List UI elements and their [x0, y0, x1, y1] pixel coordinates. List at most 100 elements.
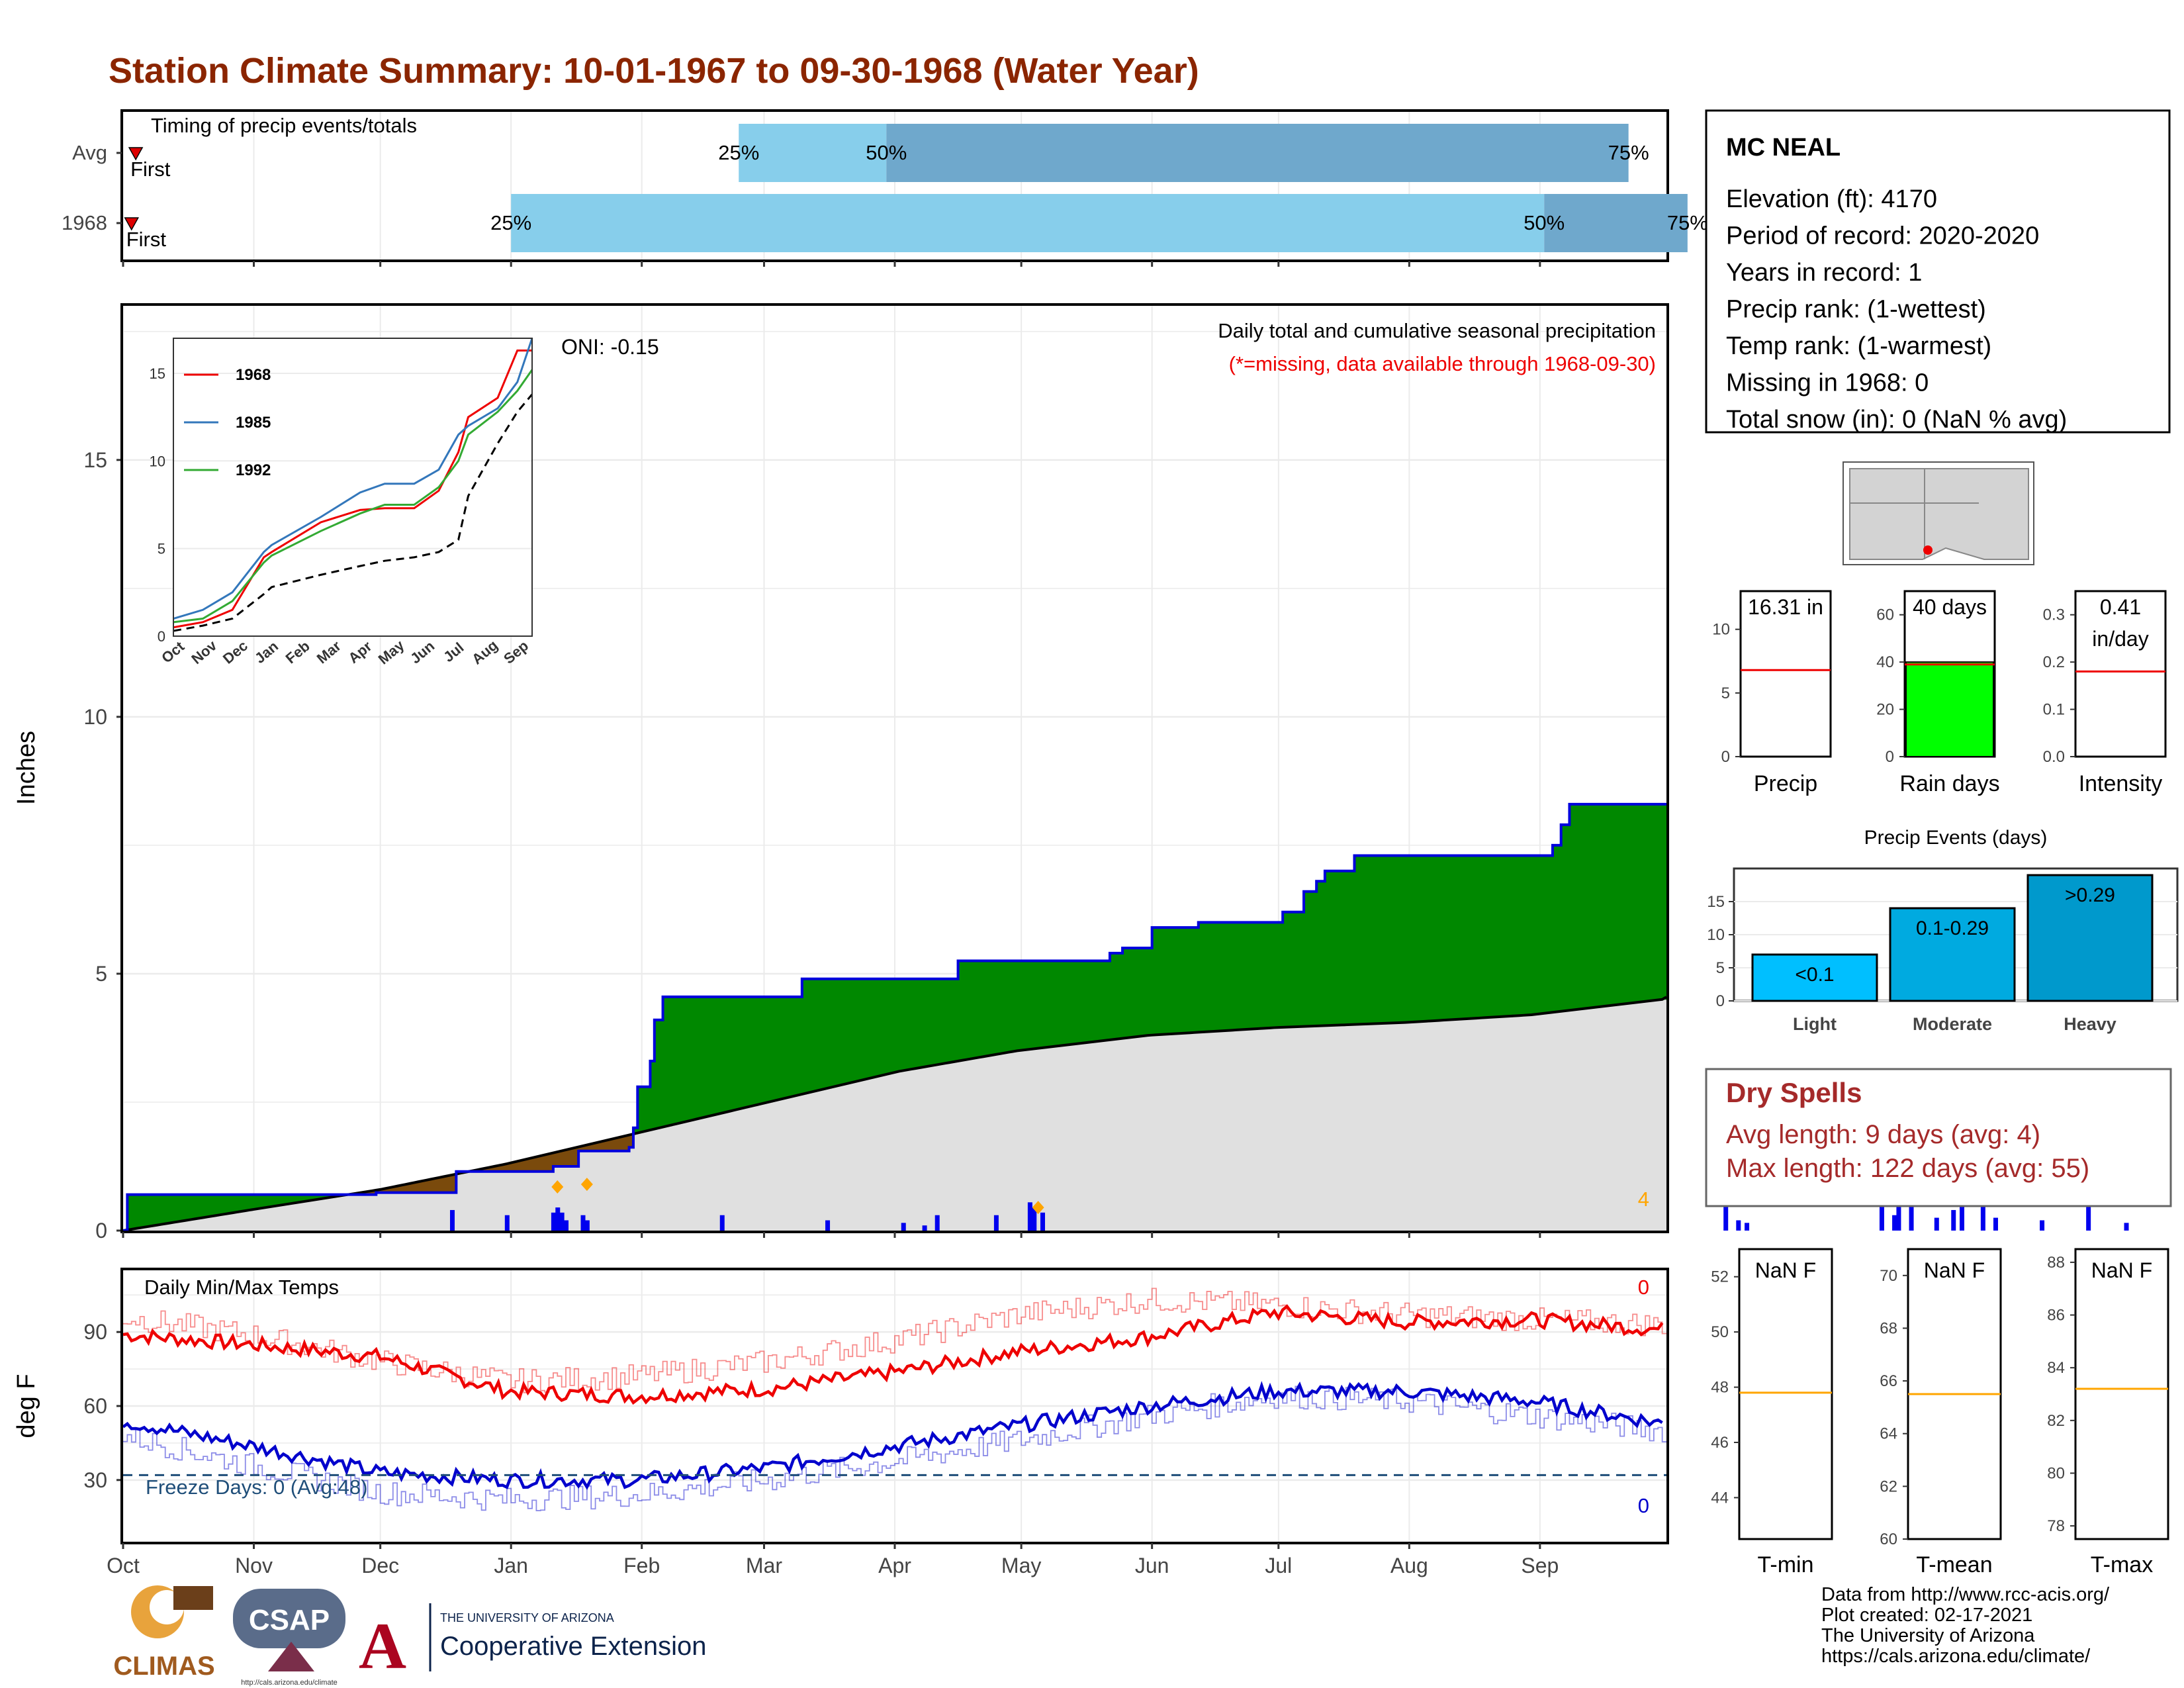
daily-precip-bar [504, 1215, 510, 1231]
location-map [1843, 461, 2034, 565]
daily-precip-bar [922, 1225, 927, 1231]
temp-mini-label: T-min [1758, 1552, 1814, 1577]
inset-y-tick-label: 15 [150, 365, 165, 382]
station-info-line: Total snow (in): 0 (NaN % avg) [1726, 406, 2067, 434]
mini-bar-frame [2074, 590, 2167, 758]
climas-logo-text: CLIMAS [113, 1652, 214, 1681]
footer-line: Data from http://www.rcc-acis.org/ [1821, 1584, 2110, 1605]
timing-p75-label: 75% [1667, 211, 1708, 234]
daily-precip-bar [2124, 1223, 2129, 1231]
temp-ylabel: deg F [13, 1374, 40, 1438]
daily-precip-bar [555, 1207, 561, 1231]
tmax-missing-count: 0 [1638, 1276, 1649, 1299]
mini-bar-tick-label: 0.3 [2043, 606, 2065, 624]
events-bar-label: <0.1 [1795, 964, 1834, 986]
temp-y-tick-label: 30 [83, 1468, 107, 1492]
summary-mini-bars: 16.31 in Precip 0 5 10 40 days Rain days 0 20 40 6… [1712, 590, 2167, 796]
mini-bar-tick-label: 0.0 [2043, 748, 2065, 766]
temp-y-tick-label: 60 [83, 1394, 107, 1418]
month-label: Jun [1135, 1554, 1169, 1577]
station-info-box: MC NEAL Elevation (ft): 4170 Period of re… [1705, 109, 2171, 434]
events-tick-label: 5 [1716, 959, 1725, 977]
mini-bar-label: Intensity [2079, 771, 2163, 796]
dry-spells-box: Dry Spells Avg length: 9 days (avg: 4) M… [1705, 1068, 2172, 1207]
footer-line: The University of Arizona [1821, 1625, 2035, 1646]
temp-mini-tick-label: 48 [1711, 1379, 1729, 1397]
station-info-line: Precip rank: (1-wettest) [1726, 296, 1986, 324]
temp-mini-tick-label: 86 [2047, 1307, 2065, 1325]
month-label: Jan [494, 1554, 528, 1577]
footer-credits: Data from http://www.rcc-acis.org/Plot c… [1821, 1584, 2110, 1667]
mini-bar-tick-label: 0 [1886, 748, 1894, 766]
temp-mini-tick-label: 84 [2047, 1359, 2065, 1377]
daily-precip-bar [1980, 1184, 1985, 1231]
csap-logo: CSAP http://cals.arizona.edu/climate [233, 1589, 345, 1687]
mini-bar-tick-label: 0 [1721, 748, 1730, 766]
month-label: Mar [746, 1554, 782, 1577]
normal-cumulative-line [122, 996, 1667, 1232]
timing-panel-title: Timing of precip events/totals [151, 114, 417, 137]
temp-mini-tick-label: 66 [1880, 1372, 1897, 1390]
extreme-event-marker [580, 1178, 593, 1192]
temp-mini-tick-label: 70 [1880, 1267, 1897, 1285]
temp-mini-tick-label: 62 [1880, 1477, 1897, 1495]
first-event-marker [128, 147, 144, 161]
temp-mini-tick-label: 68 [1880, 1319, 1897, 1337]
mini-bar-tick-label: 40 [1876, 653, 1894, 671]
ua-logo: A THE UNIVERSITY OF ARIZONA Cooperative … [359, 1603, 706, 1683]
rain-days-bar [1905, 661, 1994, 758]
temp-mini-tick-label: 64 [1880, 1425, 1897, 1443]
station-info-line: Temp rank: (1-warmest) [1726, 332, 1991, 360]
inset-background [173, 338, 532, 636]
temp-mini-frame [2074, 1248, 2169, 1540]
inset-average-line [173, 393, 533, 632]
precip-y-tick-label: 0 [95, 1219, 107, 1243]
precip-legend-title: Daily total and cumulative seasonal prec… [1218, 319, 1656, 342]
temp-mini-tick-label: 80 [2047, 1464, 2065, 1482]
temp-panel: 30 60 90 deg F Daily Min/Max Temps 0 0 Fre… [13, 261, 1669, 1577]
events-bar [2026, 874, 2154, 1002]
events-tick-label: 10 [1707, 926, 1725, 944]
daily-precip-bar [2040, 1220, 2045, 1231]
month-label: Oct [107, 1554, 140, 1577]
temp-mini-label: T-mean [1916, 1552, 1992, 1577]
mini-bar-value: 16.31 in [1748, 595, 1823, 619]
csap-logo-url: http://cals.arizona.edu/climate [241, 1679, 338, 1687]
timing-bar-25-50 [511, 194, 1545, 252]
station-info-line: Missing in 1968: 0 [1726, 369, 1929, 397]
inset-legend-label: 1985 [236, 414, 271, 432]
timing-p50-label: 50% [866, 141, 907, 164]
mini-bar-frame [1739, 590, 1832, 758]
inset-y-tick-label: 5 [158, 541, 165, 557]
inset-border [173, 338, 533, 637]
daily-precip-bar [1993, 1217, 1998, 1231]
station-info-line: Period of record: 2020-2020 [1726, 222, 2039, 250]
temp-series-line [123, 1288, 1666, 1393]
temp-mini-tick-label: 78 [2047, 1517, 2065, 1535]
daily-precip-bar [993, 1215, 999, 1231]
daily-precip-bar [1934, 1217, 1939, 1231]
temp-mini-value: NaN F [2091, 1258, 2152, 1282]
daily-precip-bar [1896, 1187, 1901, 1231]
temp-mini-value: NaN F [1924, 1258, 1985, 1282]
events-category-label: Moderate [1913, 1014, 1992, 1034]
events-bar [1751, 953, 1878, 1002]
missing-note: (*=missing, data available through 1968-… [1229, 352, 1656, 375]
inset-series-line [173, 338, 533, 620]
timing-row-label: Avg [72, 141, 107, 164]
mini-bar-label: Precip [1754, 771, 1817, 796]
csap-logo-text: CSAP [249, 1604, 330, 1636]
daily-precip-bar [719, 1215, 725, 1231]
mini-bar-tick-label: 10 [1712, 621, 1730, 639]
mini-bar-tick-label: 0.2 [2043, 653, 2065, 671]
mini-bar-value: 40 days [1913, 595, 1987, 619]
inset-y-tick-label: 0 [158, 628, 165, 645]
mini-bar-value: 0.41 [2100, 595, 2141, 619]
ua-a-icon: A [359, 1609, 406, 1683]
daily-precip-bar [564, 1220, 569, 1231]
station-info-line: Elevation (ft): 4170 [1726, 185, 1937, 213]
month-label: Feb [623, 1554, 660, 1577]
temp-mini-tick-label: 88 [2047, 1254, 2065, 1272]
daily-precip-bar [1909, 1199, 1914, 1231]
mini-bar-tick-label: 5 [1721, 684, 1730, 702]
